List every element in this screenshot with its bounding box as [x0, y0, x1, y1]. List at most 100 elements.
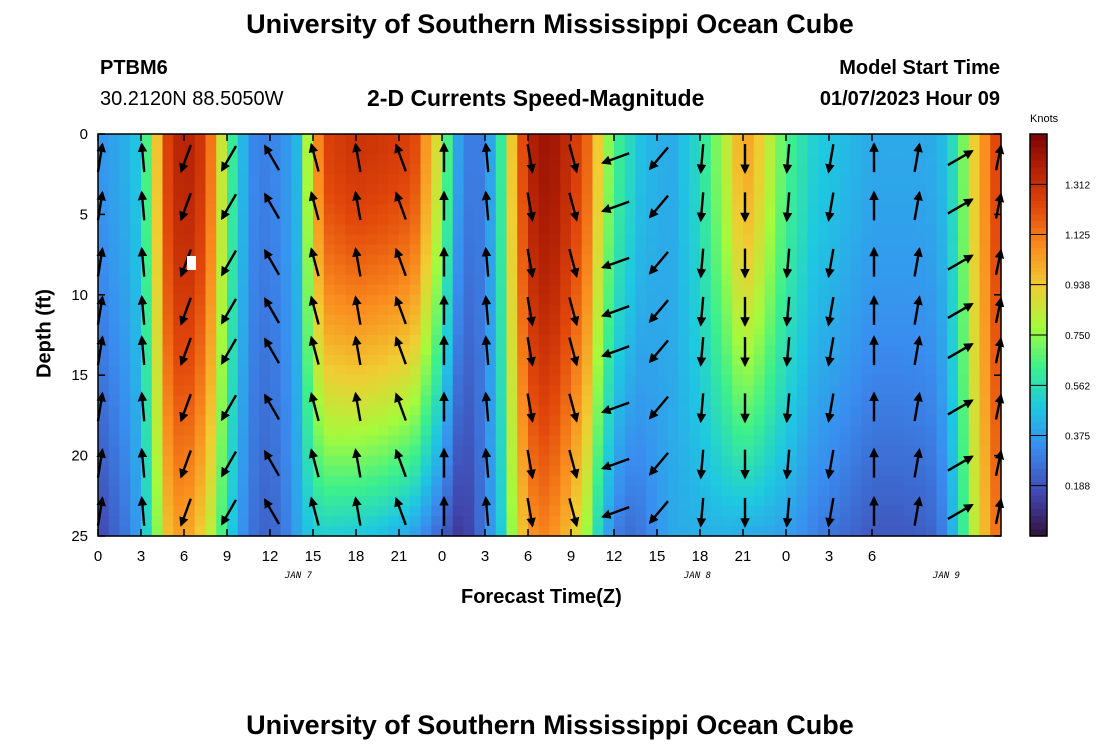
heatmap-cell [108, 525, 121, 537]
heatmap-cell [850, 445, 862, 457]
heatmap-cell [506, 214, 518, 226]
current-vector-arrow [352, 295, 362, 325]
heatmap-cell [205, 405, 217, 416]
heatmap-cell [635, 154, 647, 165]
heatmap-cell [721, 134, 733, 145]
heatmap-cell [334, 234, 346, 246]
heatmap-cell [205, 144, 217, 155]
heatmap-cell [560, 475, 572, 487]
heatmap-cell [614, 204, 626, 215]
heatmap-cell [936, 284, 948, 296]
heatmap-cell [409, 164, 422, 175]
x-tick-label: 9 [223, 548, 231, 565]
current-vector-arrow [947, 455, 974, 472]
heatmap-cell [141, 274, 153, 286]
heatmap-cell [130, 184, 142, 195]
heatmap-cell [915, 184, 927, 195]
heatmap-cell [710, 214, 723, 226]
heatmap-cell [667, 174, 680, 185]
heatmap-cell [334, 284, 346, 296]
heatmap-cell [409, 254, 422, 266]
heatmap-cell [904, 154, 916, 165]
heatmap-cell [710, 294, 723, 306]
heatmap-cell [506, 385, 518, 396]
heatmap-cell [721, 184, 733, 195]
heatmap-cell [409, 455, 422, 467]
heatmap-cell [399, 385, 411, 396]
heatmap-cell [463, 314, 475, 326]
heatmap-cell [635, 254, 647, 266]
heatmap-cell [893, 415, 905, 427]
heatmap-cell [334, 385, 346, 396]
heatmap-cell [291, 274, 303, 286]
heatmap-cell [657, 164, 669, 175]
heatmap-cell [173, 194, 185, 205]
heatmap-cell [818, 335, 830, 346]
heatmap-cell [119, 244, 131, 256]
heatmap-cell [581, 174, 594, 185]
heatmap-cell [463, 164, 475, 175]
heatmap-cell [98, 164, 110, 175]
heatmap-cell [366, 214, 379, 226]
heatmap-cell [302, 134, 314, 145]
heatmap-cell [796, 375, 809, 386]
heatmap-cell [560, 465, 572, 477]
heatmap-cell [399, 485, 411, 497]
heatmap-cell [141, 204, 153, 215]
heatmap-cell [818, 405, 830, 416]
heatmap-cell [743, 304, 755, 316]
heatmap-cell [700, 425, 712, 437]
heatmap-cell [227, 455, 239, 467]
heatmap-cell [291, 324, 303, 336]
heatmap-cell [356, 144, 368, 155]
heatmap-cell [657, 224, 669, 236]
heatmap-cell [818, 515, 830, 527]
heatmap-cell [399, 224, 411, 236]
heatmap-cell [119, 314, 131, 326]
heatmap-cell [549, 294, 561, 306]
current-vector-arrow [648, 395, 669, 420]
heatmap-cell [689, 475, 701, 487]
current-vector-arrow [526, 497, 536, 528]
heatmap-cell [130, 505, 142, 517]
heatmap-cell [614, 164, 626, 175]
heatmap-cell [259, 445, 271, 457]
colorbar-segment [1030, 321, 1047, 329]
current-vector-arrow [526, 248, 536, 279]
heatmap-cell [237, 525, 250, 537]
heatmap-cell [420, 375, 432, 386]
heatmap-cell [936, 415, 948, 427]
heatmap-cell [968, 345, 981, 356]
heatmap-cell [356, 194, 368, 205]
heatmap-cell [323, 204, 336, 215]
current-vector-arrow [352, 448, 362, 478]
heatmap-cell [388, 495, 400, 507]
heatmap-cell [764, 365, 776, 376]
heatmap-cell [302, 345, 314, 356]
heatmap-cell [614, 455, 626, 467]
heatmap-cell [990, 385, 1002, 396]
y-tick-label: 10 [71, 287, 88, 304]
heatmap-cell [377, 304, 389, 316]
heatmap-cell [409, 234, 422, 246]
heatmap-cell [345, 465, 357, 477]
heatmap-cell [807, 385, 819, 396]
heatmap-cell [130, 525, 142, 537]
current-vector-arrow [825, 497, 835, 528]
current-vector-arrow [648, 452, 669, 476]
heatmap-cell [248, 194, 260, 205]
heatmap-cell [141, 365, 153, 376]
heatmap-cell [614, 224, 626, 236]
heatmap-cell [667, 455, 680, 467]
heatmap-cell [345, 314, 357, 326]
heatmap-cell [506, 234, 518, 246]
heatmap-cell [141, 475, 153, 487]
heatmap-cell [280, 445, 293, 457]
heatmap-cell [323, 264, 336, 276]
heatmap-cell [882, 485, 895, 497]
heatmap-cell [141, 234, 153, 246]
heatmap-cell [958, 214, 970, 226]
heatmap-cell [98, 304, 110, 316]
heatmap-cell [194, 495, 207, 507]
heatmap-cell [452, 324, 465, 336]
